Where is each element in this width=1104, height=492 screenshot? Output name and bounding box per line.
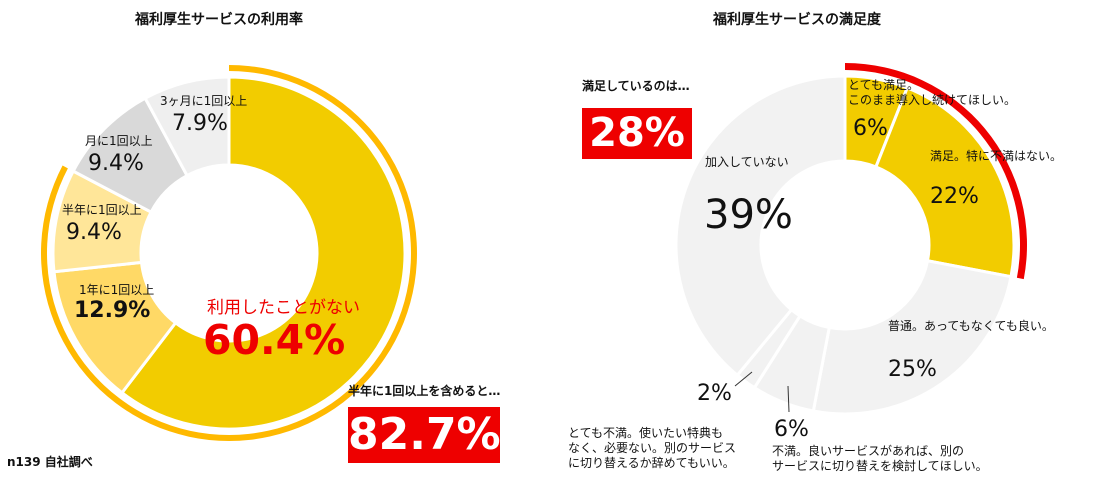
chart2-highlight-label: 満足しているのは… [582,79,690,93]
chart1-slice-4 [143,75,231,178]
chart1-slice-0 [119,75,407,431]
chart1-highlight-label: 半年に1回以上を含めると… [348,384,501,398]
chart2-leader-dissatisfied [787,385,790,413]
chart1-label-yearly: 1年に1回以上 [79,283,155,297]
chart2-value-very-dissatisfied: 2% [697,381,732,406]
chart2-leader-very-dissatisfied [734,371,753,387]
chart1-title: 福利厚生サービスの利用率 [135,12,303,28]
chart1-label-monthly: 月に1回以上 [85,134,153,148]
chart1-label-halfyear: 半年に1回以上 [62,203,142,217]
chart2-value-not-joined: 39% [704,192,793,238]
chart2-slice-2 [811,258,1013,416]
chart1-label-never: 利用したことがない [207,298,360,318]
source-note: n139 自社調べ [7,455,93,469]
chart2-value-satisfied: 22% [930,184,979,209]
chart2-label-very-dissatisfied: とても不満。使いたい特典も なく、必要ない。別のサービス に切り替えるか辞めても… [568,426,737,470]
chart1-value-monthly: 9.4% [88,151,144,176]
chart2-slice-1 [873,85,1016,279]
chart2-value-dissatisfied: 6% [774,417,809,442]
chart2-value-very-satisfied: 6% [853,116,888,141]
chart2-slice-5 [674,74,847,378]
chart1-value-quarterly: 7.9% [172,111,228,136]
chart2-label-dissatisfied: 不満。良いサービスがあれば、別の サービスに切り替えを検討してほしい。 [772,444,988,473]
chart2-highlight-value: 28% [582,108,692,159]
chart2-title: 福利厚生サービスの満足度 [713,12,881,28]
chart2-label-satisfied: 満足。特に不満はない。 [930,149,1063,163]
chart2-value-neutral: 25% [888,357,937,382]
chart2-label-neutral: 普通。あってもなくても良い。 [888,319,1054,333]
chart2-label-not-joined: 加入していない [705,155,789,169]
chart1-value-halfyear: 9.4% [66,220,122,245]
chart1-label-quarterly: 3ヶ月に1回以上 [160,94,248,108]
chart1-value-yearly: 12.9% [74,298,151,323]
chart2-label-very-satisfied: とても満足。 このまま導入し続けてほしい。 [848,78,1017,107]
chart1-highlight-value: 82.7% [348,407,501,463]
chart1-value-never: 60.4% [203,316,346,364]
